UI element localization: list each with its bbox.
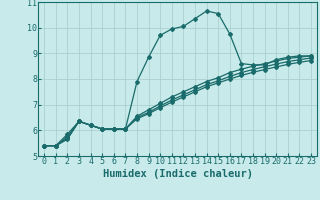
X-axis label: Humidex (Indice chaleur): Humidex (Indice chaleur)	[103, 169, 252, 179]
